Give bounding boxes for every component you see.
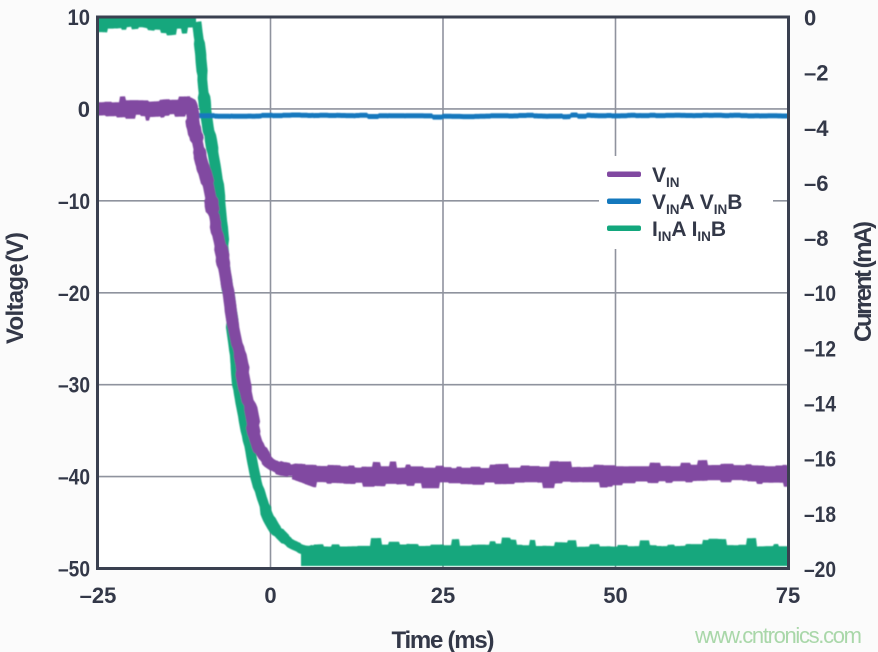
svg-text:Voltage (V): Voltage (V) [2,232,29,344]
svg-text:0: 0 [78,97,90,122]
svg-text:–18: –18 [804,502,836,527]
svg-text:50: 50 [603,583,627,608]
svg-text:–12: –12 [804,336,836,361]
svg-text:–8: –8 [804,226,828,251]
svg-text:Current (mA): Current (mA) [850,221,877,342]
svg-text:–20: –20 [804,557,836,582]
svg-text:Time (ms): Time (ms) [392,627,495,652]
svg-text:–10: –10 [804,281,836,306]
svg-text:–20: –20 [58,281,90,306]
svg-text:0: 0 [804,6,816,31]
svg-text:25: 25 [431,583,455,608]
svg-text:–6: –6 [804,171,828,196]
svg-text:–50: –50 [58,557,90,582]
svg-text:0: 0 [264,583,276,608]
svg-text:75: 75 [776,583,800,608]
svg-text:–16: –16 [804,447,836,472]
svg-text:www.cntronics.com: www.cntronics.com [694,623,862,648]
svg-text:–40: –40 [58,465,90,490]
svg-text:–10: –10 [58,189,90,214]
svg-text:10: 10 [68,5,91,30]
svg-text:–25: –25 [80,583,117,608]
svg-text:–30: –30 [58,373,90,398]
svg-text:–14: –14 [804,392,837,417]
svg-text:VINA VINB: VINA VINB [652,191,742,217]
svg-text:–4: –4 [804,116,829,141]
svg-text:–2: –2 [804,61,828,86]
